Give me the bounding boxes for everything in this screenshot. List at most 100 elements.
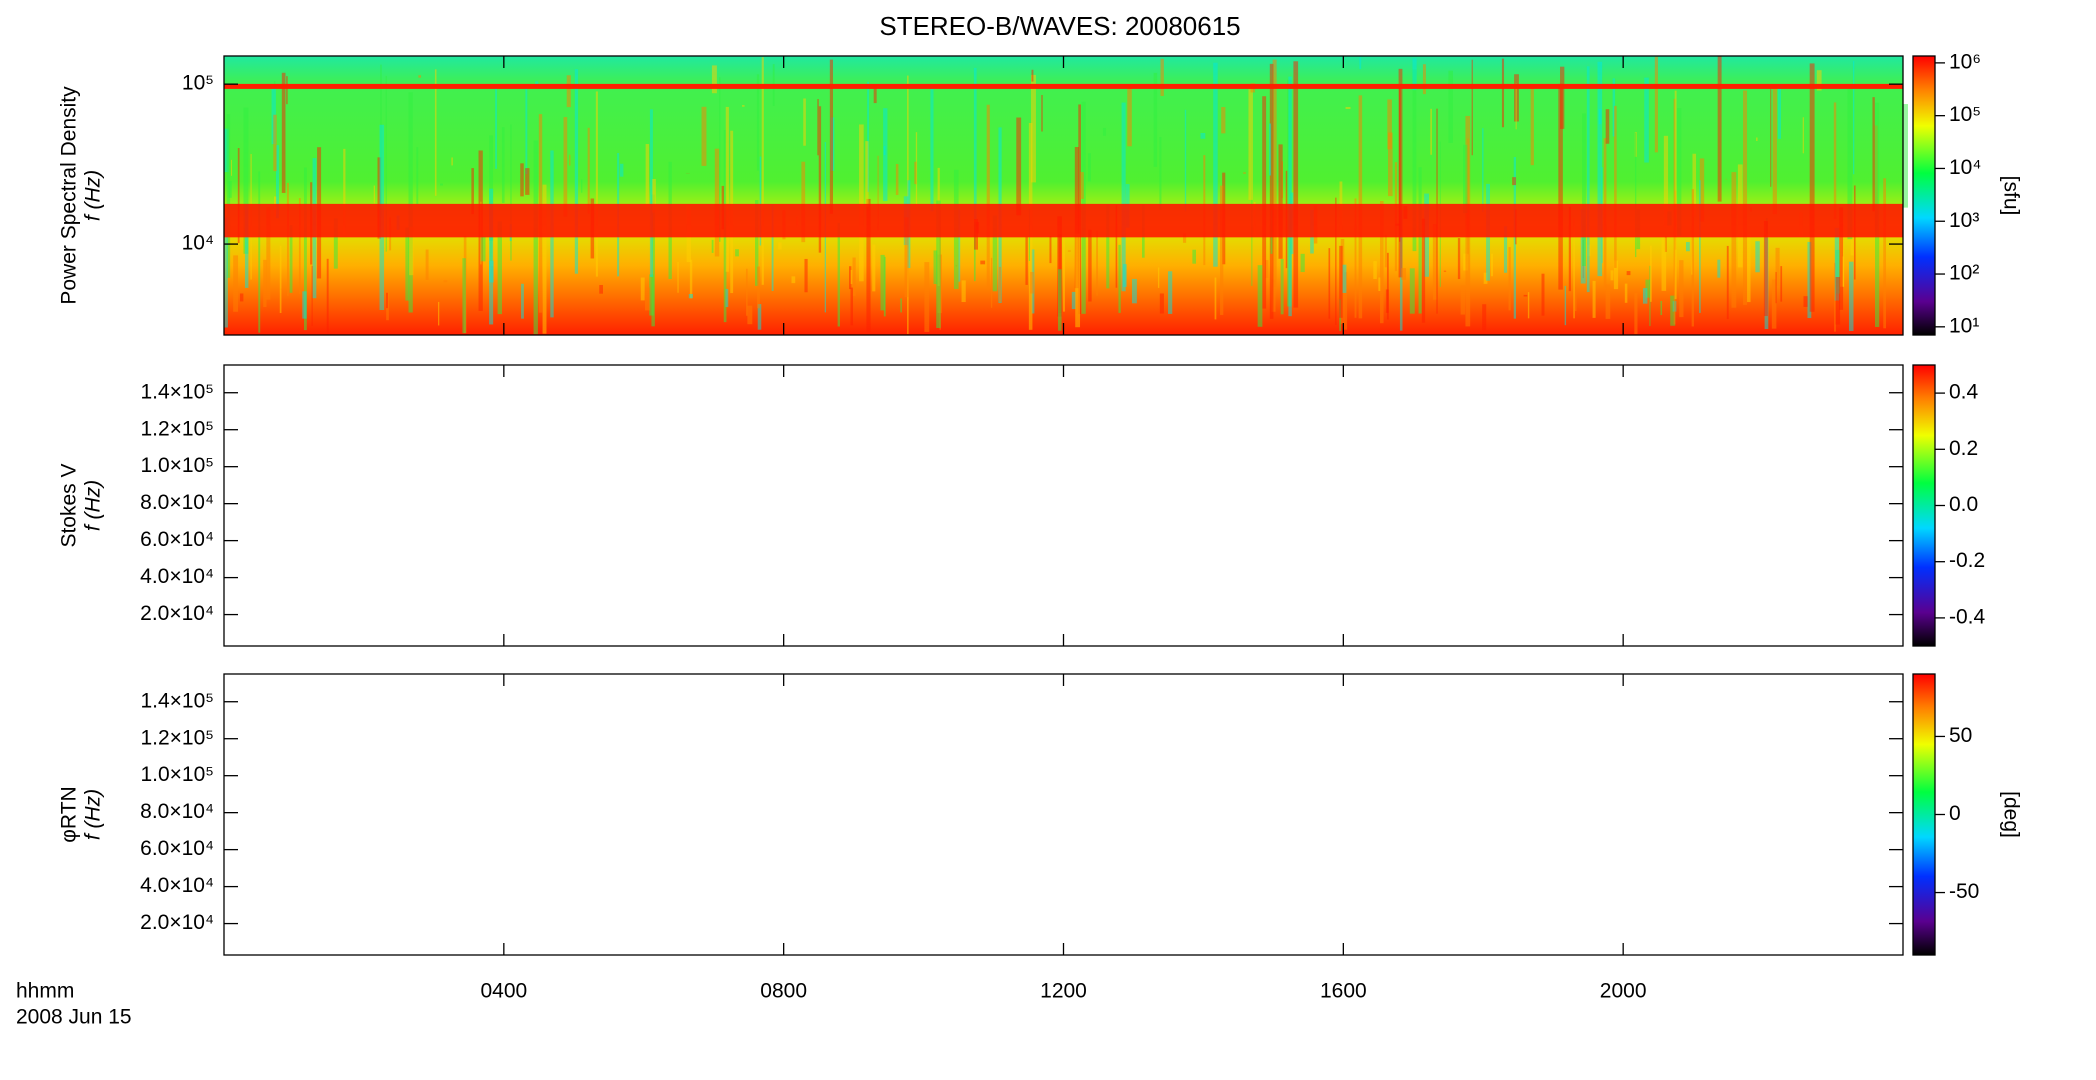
spectrogram-streak [1075,233,1081,328]
spectrogram-streak [1558,83,1563,290]
x-tick-label: 2000 [1600,980,1647,1003]
spectrogram-streak [645,144,649,208]
spectrogram-streak [1269,63,1274,319]
spectrogram-streak [1160,58,1164,96]
spectrogram-streak [1649,245,1652,302]
spectrogram-streak [725,288,729,308]
y-tick-label: 1.0×10⁵ [140,763,214,786]
spectrogram-streak [386,292,388,309]
spectrogram-streak [1214,277,1217,320]
spectrogram-streak [281,72,286,193]
spectrogram-streak [757,304,762,330]
spectrogram-streak [644,287,650,311]
spectrogram-streak [757,266,760,309]
spectrogram-streak [566,75,571,108]
spectrogram-streak [1677,108,1682,236]
spectrogram-streak [1560,66,1565,129]
spectrogram-streak [1127,88,1132,147]
spectrogram-streak [1159,293,1164,314]
spectrogram-streak [416,147,419,205]
spectrogram-streak [1300,253,1305,273]
spectrogram-streak [850,269,853,285]
spectrogram-streak [440,183,443,186]
spectrogram-streak [936,200,941,328]
spectrogram-streak [1691,189,1694,327]
spectrogram-streak [1834,227,1840,301]
spectrogram-streak [1527,292,1530,319]
spectrogram-streak [1387,99,1392,150]
spectrogram-streak [233,255,239,312]
y-tick-label: 1.4×10⁵ [140,689,214,712]
spectrogram-streak [409,226,414,276]
spectrogram-streak [1220,185,1224,315]
spectrogram-streak [1850,226,1854,256]
spectrogram-streak [933,250,938,284]
spectrogram-streak [719,77,721,242]
spectrogram-streak [1775,247,1780,286]
spectrogram-streak [778,242,782,250]
spectrogram-streak [1345,106,1351,109]
spectrogram-streak [1430,108,1432,155]
spectrogram-streak [973,67,977,220]
spectrogram-streak [1726,245,1729,320]
spectrogram-streak [640,277,645,301]
spectrogram-streak [1848,261,1854,331]
spectrogram-streak [1482,304,1487,331]
spectrogram-streak [1685,242,1690,252]
spectrogram-streak [563,117,568,217]
spectrogram-streak [1443,270,1447,272]
spectrogram-streak [1088,229,1092,302]
spectrogram-streak [343,148,346,235]
colorbar-tick-label: 10⁵ [1949,103,1981,126]
spectrogram-streak [904,217,909,298]
spectrogram-streak [1614,105,1617,268]
spectrogram-streak [266,206,271,300]
spectrogram-streak [801,161,806,243]
spectrogram-streak [735,249,739,257]
y-tick-label: 10⁵ [182,72,214,95]
spectrogram-streak [761,57,764,285]
spectrogram-streak [408,92,413,313]
spectrogram-streak [1771,279,1777,329]
x-tick-label: 1600 [1320,980,1367,1003]
spectrogram-streak [1288,76,1292,317]
spectrogram-streak [1432,224,1438,300]
spectrogram-streak [1803,296,1808,307]
y-tick-label: 4.0×10⁴ [140,565,214,588]
spectrogram-streak [574,69,579,274]
spectrogram-streak [930,88,934,212]
spectrogram-streak [434,69,437,196]
y-tick-label: 1.0×10⁵ [140,454,214,477]
spectrogram-streak [1573,217,1575,319]
spectrogram-streak [961,280,966,303]
spectrogram-streak [510,124,512,261]
y-tick-label: 1.4×10⁵ [140,380,214,403]
spectrogram-streak [1087,153,1091,182]
spectrogram-streak [333,218,338,269]
spectrogram-streak [302,291,307,319]
spectrogram-streak [837,222,840,327]
spectrogram-streak [1541,273,1545,316]
spectrogram-streak [1654,56,1658,153]
spectrogram-streak [1731,172,1737,308]
spectrogram-streak [226,114,231,278]
spectrogram-streak [1115,205,1118,288]
spectrogram-streak [1463,144,1468,214]
spectrogram-streak [1401,268,1407,280]
spectrogram-streak [243,107,249,254]
spectrogram-streak [311,265,313,326]
colorbar-tick-label: 0.2 [1949,437,1978,460]
spectrogram-streak [1257,265,1263,327]
spectrogram-streak [1157,267,1160,288]
spectrogram-streak [914,161,917,185]
spectrogram-streak [1080,172,1084,199]
spectrogram-streak [1106,204,1110,289]
spectrogram-streak [771,204,774,291]
spectrogram-streak [244,204,249,288]
spectrogram-streak [1605,284,1611,319]
spectrogram-streak [652,178,656,213]
spectrogram-streak [1131,278,1137,304]
spectrogram-streak [1612,78,1616,137]
spectrogram-streak [1508,247,1511,311]
spectrogram-streak [1756,137,1758,142]
